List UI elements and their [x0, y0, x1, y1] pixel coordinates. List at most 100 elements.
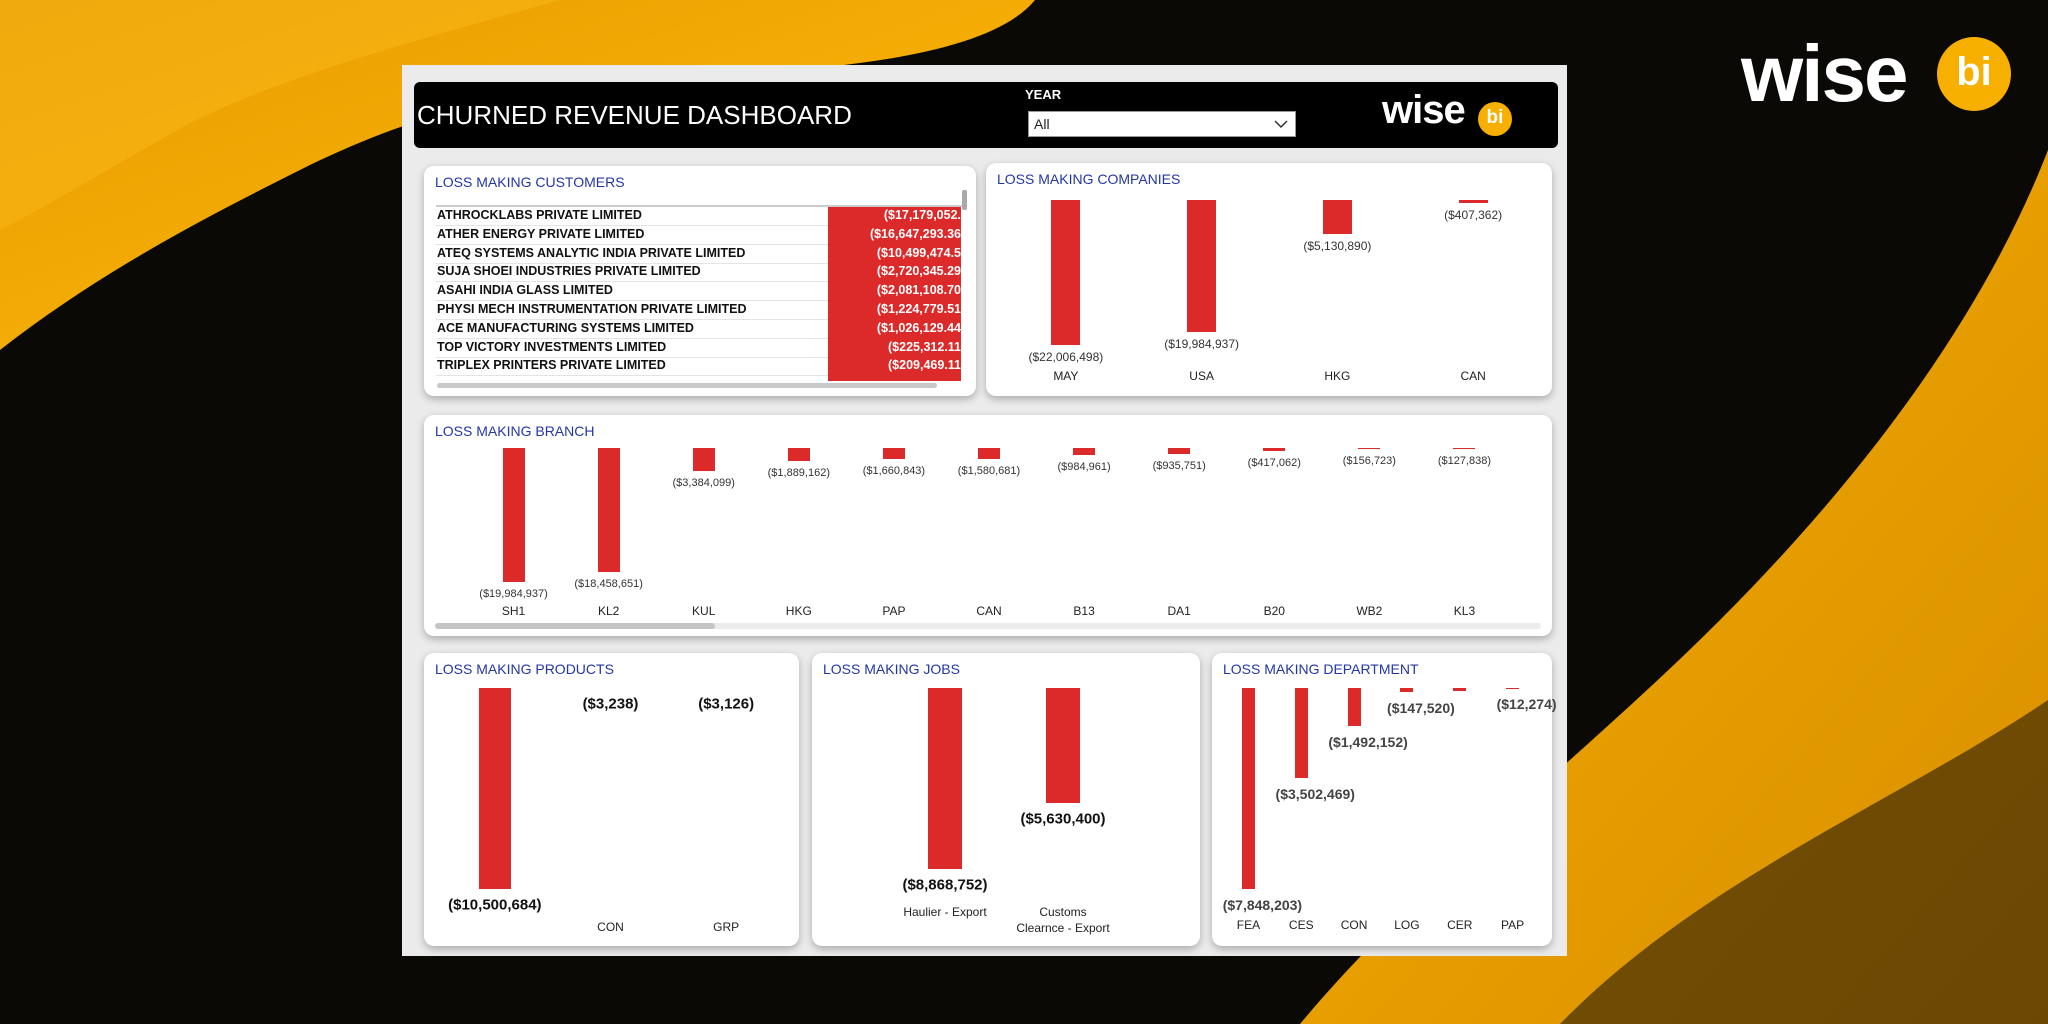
- bar: [1400, 688, 1414, 692]
- value-label: ($3,238): [582, 695, 639, 713]
- row-value: ($16,647,293.36: [869, 226, 961, 241]
- row-separator: [436, 319, 828, 320]
- row-name: ACE MANUFACTURING SYSTEMS LIMITED: [437, 320, 694, 335]
- bar: [692, 448, 715, 471]
- row-name: TOP VICTORY INVESTMENTS LIMITED: [437, 339, 667, 354]
- row-name: SUJA SHOEI INDUSTRIES PRIVATE LIMITED: [437, 264, 701, 279]
- x-tick-label: LOG: [1394, 918, 1420, 932]
- x-tick-label: CON: [597, 920, 624, 934]
- x-tick-label: FEA: [1236, 918, 1261, 932]
- x-tick-label: B20: [1263, 604, 1285, 618]
- bar: [787, 448, 810, 461]
- value-label: ($18,458,651): [574, 577, 643, 590]
- row-separator: [436, 375, 828, 377]
- value-label: ($1,660,843): [862, 465, 926, 478]
- panel-title: LOSS MAKING COMPANIES: [997, 171, 1181, 187]
- x-tick-label: SH1: [501, 604, 526, 618]
- value-label: ($935,751): [1152, 460, 1206, 473]
- row-separator: [436, 262, 828, 264]
- value-column: [828, 207, 961, 381]
- value-label: ($1,580,681): [957, 464, 1021, 477]
- row-separator: [436, 300, 828, 302]
- x-tick-label: DA1: [1167, 604, 1191, 618]
- bar: [1453, 448, 1476, 449]
- value-label: ($5,630,400): [1020, 810, 1106, 828]
- header-logo-badge: bi: [1478, 102, 1512, 136]
- dropdown-chevron: [1274, 120, 1288, 129]
- scrollbar-thumb[interactable]: [435, 623, 715, 629]
- value-label: ($19,984,937): [1164, 336, 1239, 351]
- brand-badge: bi: [1937, 37, 2011, 111]
- bar: [1168, 448, 1191, 455]
- x-tick-label: USA: [1189, 369, 1214, 383]
- value-label: ($127,838): [1437, 454, 1492, 467]
- value-label: ($417,062): [1247, 456, 1301, 469]
- x-tick-label: KL3: [1453, 604, 1476, 618]
- header-bar: CHURNED REVENUE DASHBOARD YEAR All wise …: [414, 82, 1558, 148]
- panel-title: LOSS MAKING BRANCH: [435, 423, 595, 439]
- bar: [478, 688, 511, 890]
- x-tick-label: HKG: [785, 604, 812, 618]
- value-label: ($3,502,469): [1275, 785, 1355, 802]
- horizontal-scrollbar[interactable]: [437, 383, 937, 388]
- bar: [1358, 448, 1381, 450]
- panel-title: LOSS MAKING PRODUCTS: [435, 661, 614, 677]
- x-tick-label: Haulier - Export: [903, 905, 987, 919]
- x-tick-label: CAN: [976, 604, 1002, 618]
- row-separator: [436, 281, 828, 283]
- row-value: ($209,469.11: [888, 358, 961, 373]
- panel-title: LOSS MAKING CUSTOMERS: [435, 174, 625, 190]
- year-dropdown[interactable]: All: [1028, 111, 1296, 137]
- value-label: ($984,961): [1057, 460, 1111, 473]
- value-label: ($19,984,937): [479, 588, 548, 601]
- bar: [1453, 688, 1467, 691]
- x-tick-label: CER: [1447, 918, 1473, 932]
- row-separator: [436, 356, 828, 358]
- bar: [1073, 448, 1096, 455]
- bar: [978, 448, 1000, 459]
- vertical-scrollbar[interactable]: [962, 190, 967, 210]
- bar: [1051, 200, 1081, 345]
- x-tick-label: KUL: [692, 604, 716, 618]
- x-tick-label: PAP: [882, 604, 906, 618]
- dashboard-title: CHURNED REVENUE DASHBOARD: [417, 100, 852, 130]
- x-tick-label: PAP: [1501, 918, 1525, 932]
- bar: [1263, 448, 1286, 451]
- value-label: ($1,492,152): [1328, 734, 1408, 751]
- value-label: ($3,384,099): [672, 476, 735, 489]
- row-value: ($10,499,474.5: [876, 245, 961, 260]
- panel-title: LOSS MAKING DEPARTMENT: [1223, 661, 1419, 677]
- value-label: ($156,723): [1342, 455, 1396, 468]
- x-tick-label: CAN: [1460, 369, 1486, 383]
- value-label: ($1,889,162): [767, 466, 831, 479]
- bar: [1187, 200, 1217, 332]
- bar: [928, 688, 962, 870]
- x-tick-label: HKG: [1324, 369, 1351, 383]
- row-name: ATEQ SYSTEMS ANALYTIC INDIA PRIVATE LIMI…: [437, 245, 746, 260]
- bar: [1294, 688, 1308, 778]
- dropdown-value: All: [1034, 116, 1050, 132]
- value-label: ($7,848,203): [1222, 896, 1303, 913]
- panel-title: LOSS MAKING JOBS: [823, 661, 960, 677]
- value-label: ($5,130,890): [1303, 238, 1372, 253]
- value-label: ($147,520): [1387, 699, 1455, 716]
- row-name: PHYSI MECH INSTRUMENTATION PRIVATE LIMIT…: [437, 302, 747, 316]
- bar: [882, 448, 905, 460]
- bar: [502, 448, 525, 583]
- row-name: ATHROCKLABS PRIVATE LIMITED: [437, 208, 642, 222]
- value-label: ($10,500,684): [448, 896, 542, 914]
- filter-label: YEAR: [1025, 87, 1062, 102]
- bar: [597, 448, 620, 572]
- table-header-line: [436, 205, 962, 207]
- horizontal-scrollbar[interactable]: [435, 623, 1541, 629]
- row-value: ($2,081,108.70: [876, 283, 961, 298]
- x-tick-label: WB2: [1356, 604, 1383, 618]
- brand-word: wise: [1741, 29, 1908, 118]
- row-value: ($1,026,129.44: [876, 320, 961, 335]
- value-label: ($8,868,752): [902, 876, 988, 894]
- chart-panel: LOSS MAKING DEPARTMENT: [1212, 653, 1552, 946]
- row-value: ($225,312.11: [888, 339, 961, 354]
- bar: [1046, 688, 1080, 803]
- row-separator: [436, 225, 828, 226]
